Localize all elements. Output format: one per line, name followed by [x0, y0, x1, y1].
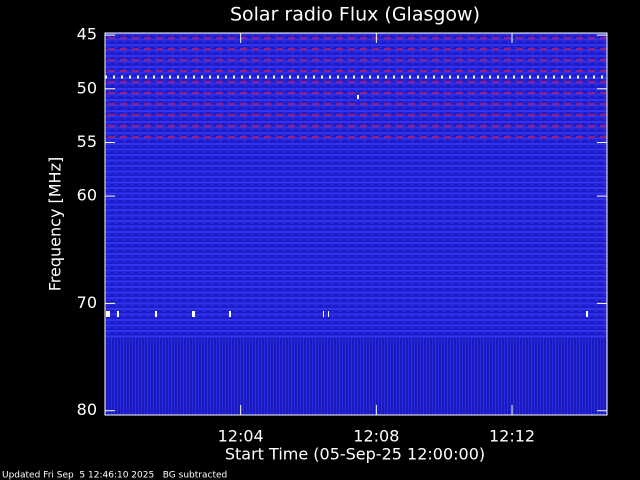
- x-axis-label: Start Time (05-Sep-25 12:00:00): [225, 445, 485, 464]
- y-tick-label: 55: [77, 132, 97, 151]
- y-tick-label: 45: [77, 25, 97, 44]
- x-tick-label: 12:04: [218, 427, 264, 446]
- y-tick-label: 80: [77, 400, 97, 419]
- heatmap-lower: [105, 338, 607, 415]
- spectrogram: [105, 33, 607, 415]
- y-tick-label: 70: [77, 293, 97, 312]
- y-axis-label: Frequency [MHz]: [46, 157, 65, 291]
- chart-title: Solar radio Flux (Glasgow): [230, 4, 480, 26]
- footer: Updated Fri Sep 5 12:46:10 2025 BG subtr…: [2, 471, 227, 480]
- x-tick-label: 12:12: [489, 427, 535, 446]
- y-tick-label: 50: [77, 78, 97, 97]
- heatmap-red-bands: [105, 35, 607, 140]
- interference-marks: [106, 95, 588, 317]
- plot-frame: [104, 32, 608, 416]
- x-tick-label: 12:08: [353, 427, 399, 446]
- y-tick-label: 60: [77, 186, 97, 205]
